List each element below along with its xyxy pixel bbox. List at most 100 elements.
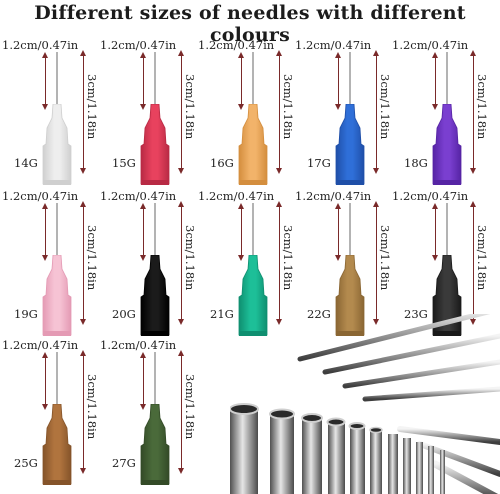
gauge-label: 23G	[404, 307, 428, 321]
arrow-down-icon	[276, 319, 282, 325]
gauge-label: 25G	[14, 456, 38, 470]
needle-shaft	[154, 352, 156, 406]
arrow-down-icon	[373, 168, 379, 174]
needle-item: 1.2cm/0.47in 3cm/1.18in 22G	[293, 189, 393, 339]
gauge-label: 15G	[112, 156, 136, 170]
arrow-up-icon	[178, 350, 184, 356]
arrow-up-icon	[80, 50, 86, 56]
needle-hub	[432, 255, 462, 336]
needle-item: 1.2cm/0.47in 3cm/1.18in 23G	[390, 189, 490, 339]
total-length-label: 3cm/1.18in	[85, 225, 99, 291]
needle-length-label: 1.2cm/0.47in	[295, 38, 372, 52]
gauge-label: 21G	[210, 307, 234, 321]
needle-length-line	[338, 56, 339, 106]
arrow-down-icon	[276, 168, 282, 174]
needle-length-label: 1.2cm/0.47in	[198, 189, 275, 203]
arrow-up-icon	[140, 203, 146, 209]
needle-length-line	[338, 207, 339, 257]
needle-hub	[238, 255, 268, 336]
needle-item: 1.2cm/0.47in 3cm/1.18in 16G	[196, 38, 296, 188]
length-indicator-line	[83, 352, 84, 470]
needle-item: 1.2cm/0.47in 3cm/1.18in 17G	[293, 38, 393, 188]
needle-length-label: 1.2cm/0.47in	[198, 38, 275, 52]
needle-item: 1.2cm/0.47in 3cm/1.18in 14G	[0, 38, 100, 188]
length-indicator-line	[83, 203, 84, 321]
total-length-label: 3cm/1.18in	[85, 74, 99, 140]
arrow-down-icon	[178, 468, 184, 474]
length-indicator-line	[473, 203, 474, 321]
arrow-up-icon	[335, 203, 341, 209]
arrow-down-icon	[238, 104, 244, 110]
arrow-up-icon	[432, 203, 438, 209]
gauge-label: 14G	[14, 156, 38, 170]
arrow-down-icon	[335, 255, 341, 261]
needle-shaft	[154, 203, 156, 257]
needle-length-label: 1.2cm/0.47in	[392, 38, 469, 52]
needle-hub	[335, 104, 365, 185]
arrow-up-icon	[470, 201, 476, 207]
needle-length-line	[45, 207, 46, 257]
length-indicator-line	[181, 52, 182, 170]
arrow-down-icon	[178, 319, 184, 325]
length-indicator-line	[473, 52, 474, 170]
arrow-up-icon	[432, 52, 438, 58]
arrow-down-icon	[140, 404, 146, 410]
arrow-up-icon	[373, 201, 379, 207]
steel-tubes-image	[230, 314, 500, 494]
gauge-label: 16G	[210, 156, 234, 170]
length-indicator-line	[376, 203, 377, 321]
needle-hub	[140, 404, 170, 485]
needle-hub	[335, 255, 365, 336]
needle-length-line	[143, 207, 144, 257]
needle-length-label: 1.2cm/0.47in	[100, 338, 177, 352]
needle-length-label: 1.2cm/0.47in	[2, 38, 79, 52]
arrow-down-icon	[335, 104, 341, 110]
needle-length-label: 1.2cm/0.47in	[295, 189, 372, 203]
length-indicator-line	[181, 203, 182, 321]
needle-item: 1.2cm/0.47in 3cm/1.18in 18G	[390, 38, 490, 188]
needle-length-label: 1.2cm/0.47in	[392, 189, 469, 203]
needle-shaft	[349, 52, 351, 106]
gauge-label: 18G	[404, 156, 428, 170]
arrow-down-icon	[178, 168, 184, 174]
needle-item: 1.2cm/0.47in 3cm/1.18in 20G	[98, 189, 198, 339]
arrow-up-icon	[140, 352, 146, 358]
needle-shaft	[446, 52, 448, 106]
needle-hub	[432, 104, 462, 185]
gauge-label: 17G	[307, 156, 331, 170]
needle-hub	[42, 404, 72, 485]
length-indicator-line	[279, 52, 280, 170]
needle-length-label: 1.2cm/0.47in	[2, 338, 79, 352]
length-indicator-line	[279, 203, 280, 321]
arrow-down-icon	[80, 319, 86, 325]
needle-item: 1.2cm/0.47in 3cm/1.18in 19G	[0, 189, 100, 339]
needle-item: 1.2cm/0.47in 3cm/1.18in 21G	[196, 189, 296, 339]
needle-length-label: 1.2cm/0.47in	[100, 189, 177, 203]
arrow-up-icon	[238, 52, 244, 58]
arrow-up-icon	[276, 50, 282, 56]
total-length-label: 3cm/1.18in	[475, 74, 489, 140]
needle-length-line	[143, 356, 144, 406]
needle-length-label: 1.2cm/0.47in	[2, 189, 79, 203]
arrow-up-icon	[373, 50, 379, 56]
needle-length-line	[45, 356, 46, 406]
arrow-up-icon	[178, 50, 184, 56]
arrow-down-icon	[80, 468, 86, 474]
needle-shaft	[56, 352, 58, 406]
arrow-up-icon	[140, 52, 146, 58]
needle-length-line	[435, 56, 436, 106]
arrow-up-icon	[80, 201, 86, 207]
total-length-label: 3cm/1.18in	[183, 225, 197, 291]
needle-length-line	[45, 56, 46, 106]
needle-item: 1.2cm/0.47in 3cm/1.18in 27G	[98, 338, 198, 488]
arrow-up-icon	[276, 201, 282, 207]
needle-shaft	[252, 52, 254, 106]
arrow-down-icon	[140, 104, 146, 110]
needle-hub	[42, 104, 72, 185]
arrow-down-icon	[42, 404, 48, 410]
arrow-up-icon	[42, 52, 48, 58]
arrow-up-icon	[238, 203, 244, 209]
arrow-down-icon	[42, 104, 48, 110]
arrow-down-icon	[42, 255, 48, 261]
arrow-up-icon	[470, 50, 476, 56]
